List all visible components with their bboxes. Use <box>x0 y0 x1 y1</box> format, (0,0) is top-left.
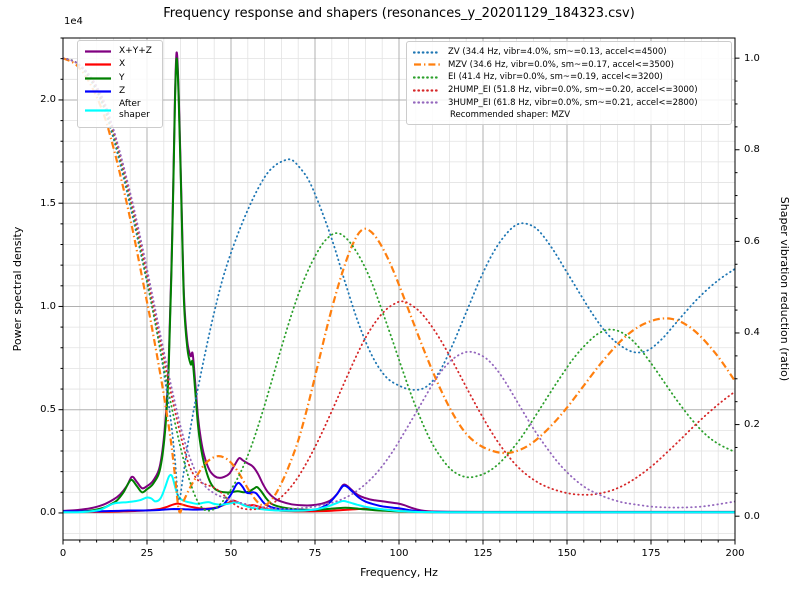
y-left-tick-label: 0.0 <box>40 507 56 519</box>
legend-row: Z <box>84 86 155 97</box>
series-x-y-z <box>63 51 735 513</box>
y-left-tick-label: 2.0 <box>40 94 56 106</box>
y-left-tick-label: 0.5 <box>40 404 56 416</box>
legend-shapers: ZV (34.4 Hz, vibr=4.0%, sm~=0.13, accel<… <box>406 41 732 126</box>
legend-label: EI (41.4 Hz, vibr=0.0%, sm~=0.19, accel<… <box>448 72 663 83</box>
legend-label: X+Y+Z <box>119 46 152 56</box>
y-right-tick-label: 0.6 <box>744 235 760 247</box>
recommended-shaper-note: Recommended shaper: MZV <box>450 110 571 121</box>
legend-label: 3HUMP_EI (61.8 Hz, vibr=0.0%, sm~=0.21, … <box>448 97 698 108</box>
legend-key-line <box>85 90 111 93</box>
legend-row: X <box>84 59 155 70</box>
series-mzv <box>63 57 735 514</box>
psd-offset-label: 1e4 <box>64 16 83 27</box>
legend-label: Y <box>119 72 125 83</box>
y-right-tick-label: 0.4 <box>744 327 760 339</box>
curves <box>63 51 735 514</box>
x-tick-label: 25 <box>140 548 154 559</box>
legend-label: MZV (34.6 Hz, vibr=0.0%, sm~=0.17, accel… <box>448 59 674 70</box>
x-tick-label: 50 <box>224 548 238 559</box>
legend-label: Z <box>119 85 126 96</box>
x-tick-label: 75 <box>308 548 322 559</box>
x-tick-label: 100 <box>389 548 409 559</box>
ticks <box>58 37 740 545</box>
legend-key-line <box>413 76 441 79</box>
legend-key-line <box>85 63 111 66</box>
y-right-tick-label: 0.0 <box>744 510 760 522</box>
legend-row: Y <box>84 73 155 84</box>
x-tick-label: 125 <box>473 548 493 559</box>
y-left-tick-label: 1.0 <box>40 300 56 312</box>
series-2hump-ei <box>63 57 735 511</box>
legend-row: ZV (34.4 Hz, vibr=4.0%, sm~=0.13, accel<… <box>413 47 724 58</box>
legend-label: 2HUMP_EI (51.8 Hz, vibr=0.0%, sm~=0.20, … <box>448 84 698 95</box>
y-right-tick-label: 1.0 <box>744 52 760 64</box>
legend-key-line <box>85 50 111 53</box>
legend-row: 3HUMP_EI (61.8 Hz, vibr=0.0%, sm~=0.21, … <box>413 98 724 109</box>
y-left-tick-label: 1.5 <box>40 197 56 209</box>
series-after-shaper <box>63 473 735 514</box>
x-tick-label: 200 <box>725 548 745 559</box>
legend-key-line <box>414 63 440 67</box>
series-ei <box>63 57 735 512</box>
legend-psd: X+Y+Z X Y Z After shaper <box>77 40 163 128</box>
legend-label: X <box>119 59 126 70</box>
y-axis-label-right: Shaper vibration reduction (ratio) <box>778 196 791 382</box>
series-z <box>63 481 735 514</box>
legend-label: After shaper <box>119 99 150 121</box>
legend-row: MZV (34.6 Hz, vibr=0.0%, sm~=0.17, accel… <box>413 60 724 71</box>
y-right-tick-label: 0.2 <box>744 419 760 431</box>
legend-row: 2HUMP_EI (51.8 Hz, vibr=0.0%, sm~=0.20, … <box>413 85 724 96</box>
y-right-tick-label: 0.8 <box>744 144 760 156</box>
legend-row: EI (41.4 Hz, vibr=0.0%, sm~=0.19, accel<… <box>413 72 724 83</box>
legend-key-line <box>413 51 441 54</box>
x-tick-label: 0 <box>59 548 67 559</box>
x-tick-label: 175 <box>641 548 661 559</box>
x-tick-label: 150 <box>557 548 577 559</box>
y-axis-label-left: Power spectral density <box>11 226 24 352</box>
legend-row: X+Y+Z <box>84 46 155 57</box>
series-3hump-ei <box>63 57 735 510</box>
x-axis-label: Frequency, Hz <box>360 566 438 579</box>
chart-title: Frequency response and shapers (resonanc… <box>163 6 635 21</box>
legend-row: After shaper <box>84 99 155 122</box>
legend-label: ZV (34.4 Hz, vibr=4.0%, sm~=0.13, accel<… <box>448 47 667 57</box>
series-y <box>63 57 735 514</box>
legend-key-line <box>413 89 441 92</box>
legend-key-line <box>413 101 441 104</box>
legend-key-line <box>85 109 111 112</box>
legend-key-line <box>85 77 111 80</box>
